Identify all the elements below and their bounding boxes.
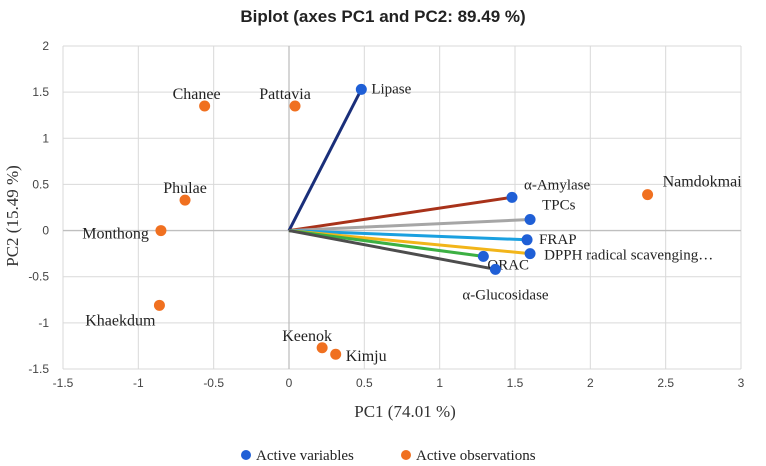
observation-point bbox=[642, 189, 654, 201]
gridlines bbox=[62, 45, 742, 370]
observation-point bbox=[179, 194, 191, 206]
vector-glucosidase bbox=[288, 229, 496, 271]
variable-point bbox=[477, 250, 489, 262]
y-tick-label: -0.5 bbox=[28, 270, 49, 284]
observation-point bbox=[330, 348, 342, 360]
variable-label: Lipase bbox=[371, 81, 411, 97]
y-tick-label: 2 bbox=[42, 39, 49, 53]
x-tick-label: 0 bbox=[286, 376, 293, 390]
observation-label: Khaekdum bbox=[85, 312, 156, 329]
variable-label: FRAP bbox=[539, 232, 577, 248]
variable-label: DPPH radical scavenging… bbox=[544, 248, 713, 264]
observation-label: Namdokmai bbox=[663, 174, 743, 191]
tick-labels: -1.5 -1 -0.5 0 0.5 1 1.5 2 2.5 3 -1.5 -1 -0.5 0 0.5 1 1.… bbox=[28, 39, 744, 390]
y-tick-label: 1.5 bbox=[32, 85, 49, 99]
chart-title: Biplot (axes PC1 and PC2: 89.49 %) bbox=[240, 7, 525, 26]
observation-label: Pattavia bbox=[259, 86, 311, 103]
variable-point bbox=[524, 213, 536, 225]
x-tick-label: -0.5 bbox=[203, 376, 224, 390]
y-axis-title: PC2 (15.49 %) bbox=[3, 165, 22, 267]
x-tick-label: -1.5 bbox=[53, 376, 74, 390]
legend-label-observations: Active observations bbox=[416, 448, 536, 464]
observation-label: Kimju bbox=[346, 348, 387, 365]
variable-point bbox=[521, 234, 533, 246]
vector-frap bbox=[288, 229, 528, 242]
observation-label: Keenok bbox=[282, 328, 332, 345]
observation-point bbox=[289, 100, 301, 112]
y-tick-label: 0.5 bbox=[32, 177, 49, 191]
x-tick-label: 2.5 bbox=[657, 376, 674, 390]
variable-point bbox=[355, 83, 367, 95]
x-tick-label: 1.5 bbox=[507, 376, 524, 390]
observation-label: Chanee bbox=[173, 86, 221, 103]
x-tick-label: 1 bbox=[436, 376, 443, 390]
legend-marker-observations bbox=[401, 450, 411, 460]
y-tick-label: 1 bbox=[42, 131, 49, 145]
y-tick-label: 0 bbox=[42, 224, 49, 238]
observation-point bbox=[155, 225, 167, 237]
variable-point bbox=[489, 263, 501, 275]
variable-label: α-Glucosidase bbox=[462, 287, 549, 303]
legend-marker-variables bbox=[241, 450, 251, 460]
variable-vectors bbox=[287, 88, 531, 271]
x-axis-title: PC1 (74.01 %) bbox=[354, 402, 456, 421]
legend-label-variables: Active variables bbox=[256, 448, 354, 464]
x-tick-label: 2 bbox=[587, 376, 594, 390]
variable-label: TPCs bbox=[542, 197, 576, 213]
y-tick-label: -1.5 bbox=[28, 362, 49, 376]
x-tick-label: 3 bbox=[738, 376, 745, 390]
legend: Active variables Active observations bbox=[241, 448, 536, 464]
variable-label: α-Amylase bbox=[524, 177, 591, 193]
vector-orac bbox=[288, 229, 484, 258]
observation-point bbox=[316, 342, 328, 354]
y-tick-label: -1 bbox=[38, 316, 49, 330]
variable-point bbox=[506, 191, 518, 203]
axes bbox=[63, 46, 741, 369]
vector-lipase bbox=[287, 88, 363, 232]
variable-point bbox=[524, 248, 536, 260]
observation-label: Phulae bbox=[163, 180, 207, 197]
observation-point bbox=[153, 299, 165, 311]
vector-tpcs bbox=[288, 217, 531, 233]
x-tick-label: -1 bbox=[133, 376, 144, 390]
x-tick-label: 0.5 bbox=[356, 376, 373, 390]
observation-point bbox=[199, 100, 211, 112]
observation-label: Monthong bbox=[82, 226, 149, 243]
vector-amylase bbox=[288, 195, 513, 233]
